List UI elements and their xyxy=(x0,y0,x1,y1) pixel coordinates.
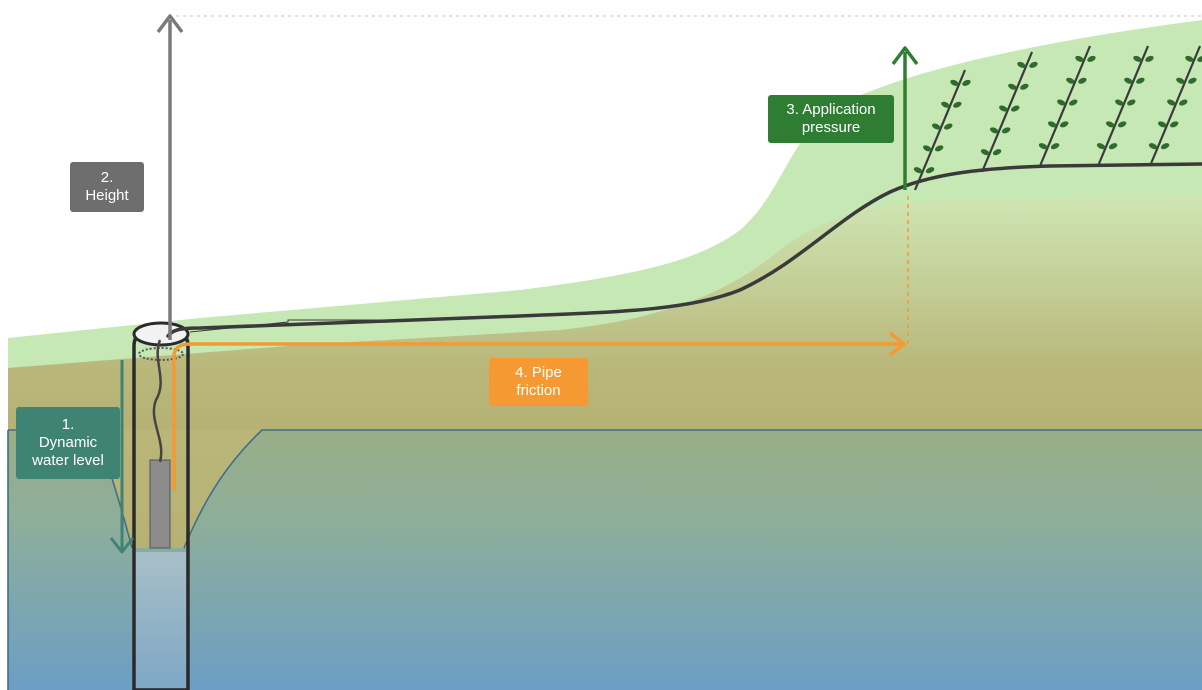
height-label-number: 2. xyxy=(100,169,114,186)
height-label: 2. Height xyxy=(70,162,144,212)
pipe-friction-arrow xyxy=(172,342,902,490)
dwl-label-line2: water level xyxy=(32,452,104,469)
dwl-label-number: 1. xyxy=(61,416,75,433)
aquifer-layer xyxy=(8,430,1202,690)
plant-icon xyxy=(1148,45,1202,167)
well-water xyxy=(134,552,186,688)
delivery-pipe xyxy=(166,162,1202,338)
pump-icon xyxy=(149,459,171,549)
plant-icon xyxy=(1038,45,1096,167)
plants xyxy=(913,45,1202,191)
delivery-pipe-thin xyxy=(189,319,430,333)
cone-of-depression xyxy=(96,430,262,548)
app-label-line2: pressure xyxy=(801,119,861,136)
plant-icon xyxy=(913,69,971,191)
plant-icon xyxy=(1096,45,1154,167)
pipe-friction-label: 4. Pipe friction xyxy=(489,358,588,406)
dwl-label-line1: Dynamic xyxy=(38,434,98,451)
pipe-label-line1: 4. Pipe xyxy=(515,364,562,381)
plant-icon xyxy=(980,51,1038,173)
height-label-text: Height xyxy=(85,187,129,204)
pipe-label-line2: friction xyxy=(516,382,561,399)
app-label-line1: 3. Application xyxy=(786,101,876,118)
application-pressure-label: 3. Application pressure xyxy=(768,95,894,143)
pump-pipe xyxy=(152,339,163,463)
dynamic-water-level-label: 1. Dynamic water level xyxy=(16,407,120,479)
